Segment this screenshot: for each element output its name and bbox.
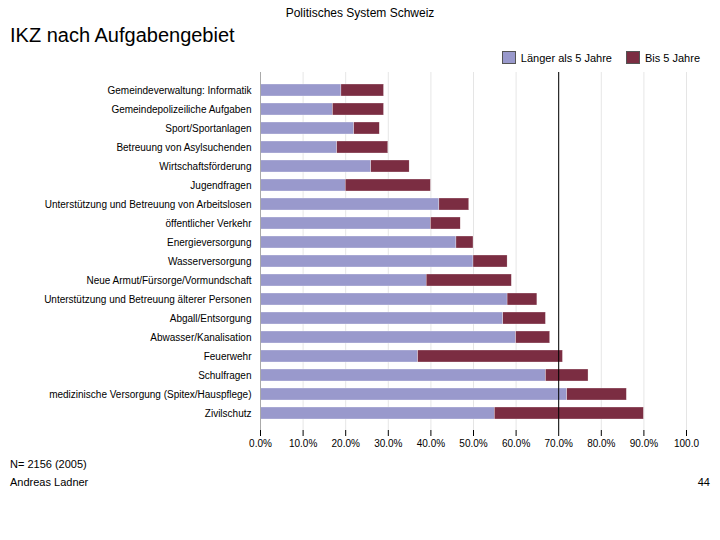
svg-text:0.0%: 0.0%	[249, 438, 272, 449]
svg-text:20.0%: 20.0%	[332, 438, 360, 449]
svg-text:100.0: 100.0	[674, 438, 699, 449]
svg-text:Abwasser/Kanalisation: Abwasser/Kanalisation	[150, 332, 251, 343]
svg-text:Zivilschutz: Zivilschutz	[205, 408, 252, 419]
html-text:N= 2156 (2005): N= 2156 (2005)	[10, 458, 87, 470]
svg-text:Schulfragen: Schulfragen	[198, 370, 251, 381]
svg-text:Gemeindeverwaltung: Informatik: Gemeindeverwaltung: Informatik	[108, 85, 253, 96]
svg-text:Jugendfragen: Jugendfragen	[190, 180, 251, 191]
html-text:IKZ nach Aufgabengebiet: IKZ nach Aufgabengebiet	[10, 24, 235, 46]
svg-text:Unterstützung und Betreuung vo: Unterstützung und Betreuung von Arbeitsl…	[45, 199, 252, 210]
svg-text:40.0%: 40.0%	[417, 438, 445, 449]
svg-text:Wirtschaftsförderung: Wirtschaftsförderung	[159, 161, 251, 172]
svg-text:80.0%: 80.0%	[587, 438, 615, 449]
svg-text:Feuerwehr: Feuerwehr	[204, 351, 252, 362]
svg-text:Energieversorgung: Energieversorgung	[167, 237, 252, 248]
svg-text:medizinische Versorgung (Spite: medizinische Versorgung (Spitex/Hauspfle…	[49, 389, 251, 400]
svg-text:60.0%: 60.0%	[502, 438, 530, 449]
svg-text:Neue Armut/Fürsorge/Vormundsch: Neue Armut/Fürsorge/Vormundschaft	[86, 275, 251, 286]
html-text:Länger als 5 Jahre: Länger als 5 Jahre	[520, 51, 612, 64]
html-text:Politisches System Schweiz: Politisches System Schweiz	[285, 6, 435, 20]
svg-text:Sport/Sportanlagen: Sport/Sportanlagen	[165, 123, 251, 134]
svg-text:10.0%: 10.0%	[289, 438, 317, 449]
svg-text:90.0%: 90.0%	[630, 438, 658, 449]
svg-text:50.0%: 50.0%	[459, 438, 487, 449]
svg-text:30.0%: 30.0%	[374, 438, 402, 449]
svg-text:Unterstützung und Betreuung äl: Unterstützung und Betreuung älterer Pers…	[44, 294, 251, 305]
html-text:Andreas Ladner: Andreas Ladner	[10, 476, 89, 488]
svg-text:Wasserversorgung: Wasserversorgung	[168, 256, 252, 267]
svg-text:Betreuung von Asylsuchenden: Betreuung von Asylsuchenden	[116, 142, 251, 153]
svg-text:70.0%: 70.0%	[545, 438, 573, 449]
html-text:44: 44	[697, 476, 710, 488]
html-text:Bis 5 Jahre: Bis 5 Jahre	[645, 51, 700, 64]
svg-text:Abgall/Entsorgung: Abgall/Entsorgung	[170, 313, 252, 324]
svg-text:Gemeindepolizeiliche Aufgaben: Gemeindepolizeiliche Aufgaben	[111, 104, 251, 115]
svg-text:öffentlicher Verkehr: öffentlicher Verkehr	[166, 218, 253, 229]
